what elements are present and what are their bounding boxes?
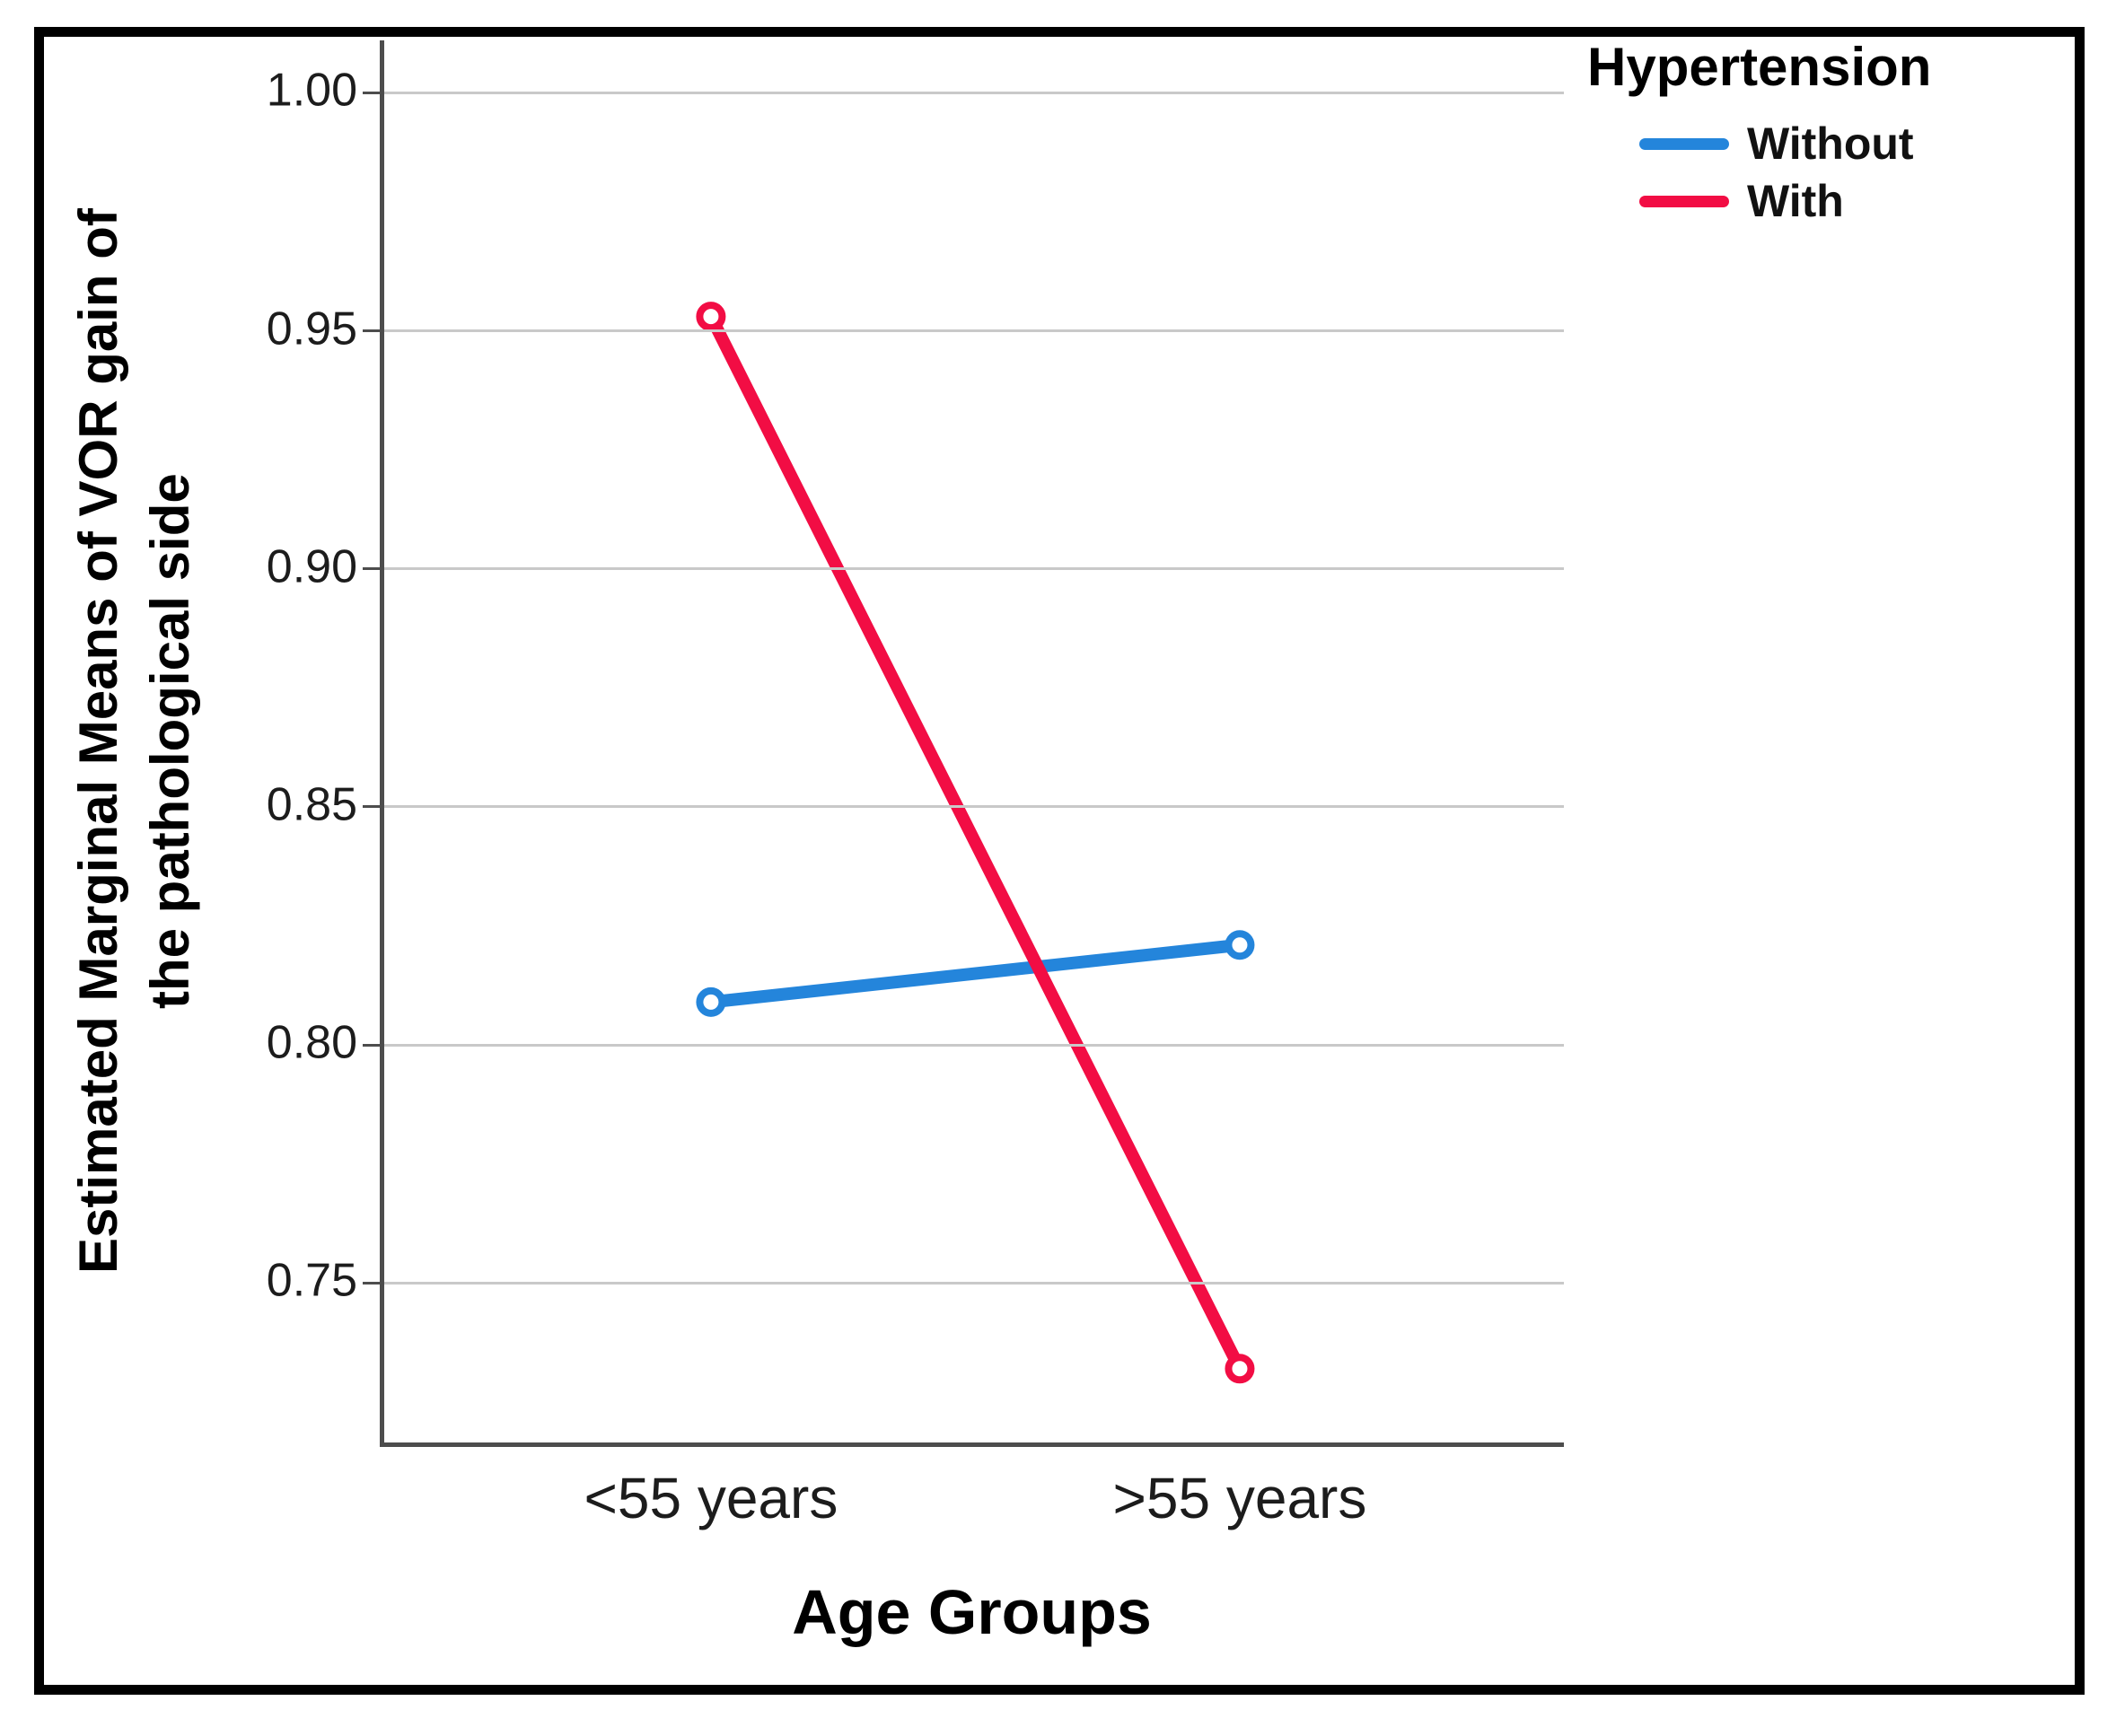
- gridline: [384, 1043, 1564, 1047]
- y-tick-label: 0.85: [266, 778, 357, 831]
- y-axis-title-line1: Estimated Marginal Means of VOR gain of: [68, 208, 128, 1275]
- y-tick-label: 0.75: [266, 1254, 357, 1307]
- gridline: [384, 1281, 1564, 1284]
- y-tick-mark: [363, 329, 380, 333]
- legend-swatch-line: [1639, 137, 1729, 150]
- legend: Hypertension Without With: [1587, 36, 1931, 226]
- x-category-label: <55 years: [584, 1466, 838, 1530]
- x-axis-title: Age Groups: [792, 1577, 1152, 1647]
- series-line-without: [704, 938, 1246, 1009]
- data-point-marker: [1225, 930, 1255, 960]
- y-tick-label: 1.00: [266, 64, 357, 117]
- data-point-marker: [1225, 1354, 1255, 1384]
- legend-item-without: Without: [1639, 118, 1931, 169]
- legend-title: Hypertension: [1587, 37, 1932, 97]
- x-category-label: >55 years: [1112, 1466, 1367, 1530]
- gridline: [384, 91, 1564, 94]
- y-tick-label: 0.95: [266, 302, 357, 355]
- legend-label: Without: [1747, 118, 1914, 169]
- series-lines: [696, 302, 1255, 1384]
- legend-label: With: [1747, 176, 1844, 226]
- plot-area: [380, 40, 1564, 1447]
- y-tick-label: 0.90: [266, 540, 357, 593]
- y-tick-mark: [363, 1281, 380, 1284]
- gridline: [384, 329, 1564, 333]
- gridline: [384, 567, 1564, 571]
- series-line-with: [704, 310, 1246, 1375]
- data-point-marker: [696, 986, 726, 1017]
- y-tick-mark: [363, 1043, 380, 1047]
- y-axis-title-line2: the pathological side: [140, 473, 200, 1010]
- y-tick-mark: [363, 805, 380, 809]
- y-tick-mark: [363, 91, 380, 94]
- data-point-marker: [696, 302, 726, 332]
- legend-item-with: With: [1639, 176, 1931, 226]
- y-tick-label: 0.80: [266, 1016, 357, 1069]
- y-axis-title: Estimated Marginal Means of VOR gain of …: [63, 40, 206, 1442]
- gridline: [384, 805, 1564, 809]
- y-tick-mark: [363, 567, 380, 571]
- legend-swatch-line: [1639, 195, 1729, 207]
- legend-items: Without With: [1587, 118, 1931, 226]
